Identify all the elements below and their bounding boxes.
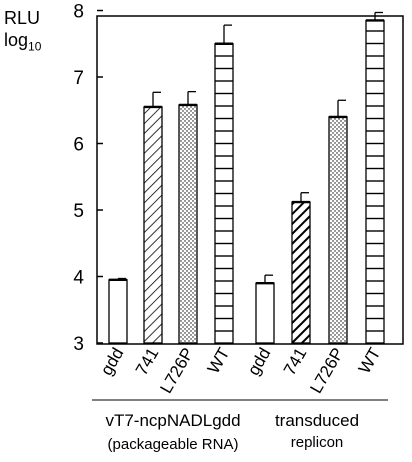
bar-741-1 bbox=[143, 106, 163, 344]
group-1-subtitle: (packageable RNA) bbox=[107, 436, 239, 453]
group-2-subtitle: replicon bbox=[290, 434, 344, 451]
bar-l726p-2 bbox=[328, 116, 348, 344]
y-tick-label: 6 bbox=[73, 135, 84, 156]
y-tick-label: 5 bbox=[73, 201, 84, 222]
x-tick-label: gdd bbox=[244, 345, 275, 379]
y-axis-log-label: log10 bbox=[4, 30, 41, 54]
x-tick-label: gdd bbox=[97, 345, 128, 379]
y-axis-log-text: log bbox=[4, 30, 29, 50]
x-tick-label: L726P bbox=[306, 345, 347, 397]
bar-gdd-2 bbox=[255, 282, 275, 344]
x-tick-label: WT bbox=[204, 345, 234, 377]
x-tick-label: L726P bbox=[156, 345, 197, 397]
bar-wt-1 bbox=[214, 43, 234, 344]
y-tick-label: 7 bbox=[73, 68, 84, 89]
y-tick-label: 8 bbox=[73, 2, 84, 23]
bars bbox=[108, 11, 385, 344]
bar-l726p-1 bbox=[178, 104, 198, 344]
x-tick-label: WT bbox=[355, 345, 385, 377]
y-axis: 3 4 5 6 7 8 bbox=[73, 2, 103, 355]
y-axis-log-subscript: 10 bbox=[28, 39, 42, 54]
bar-741-2 bbox=[291, 201, 311, 344]
plot-frame bbox=[96, 15, 404, 345]
x-tick-label: 741 bbox=[132, 345, 163, 379]
bar-gdd-1 bbox=[108, 279, 128, 344]
y-axis-label: RLU bbox=[4, 8, 41, 28]
bar-wt-2 bbox=[365, 19, 385, 344]
group-1-title: vT7-ncpNADLgdd bbox=[105, 411, 241, 430]
y-tick-label: 3 bbox=[73, 334, 84, 355]
x-tick-label: 741 bbox=[280, 345, 311, 379]
y-tick-label: 4 bbox=[73, 268, 84, 289]
group-2-title: transduced bbox=[274, 411, 360, 430]
